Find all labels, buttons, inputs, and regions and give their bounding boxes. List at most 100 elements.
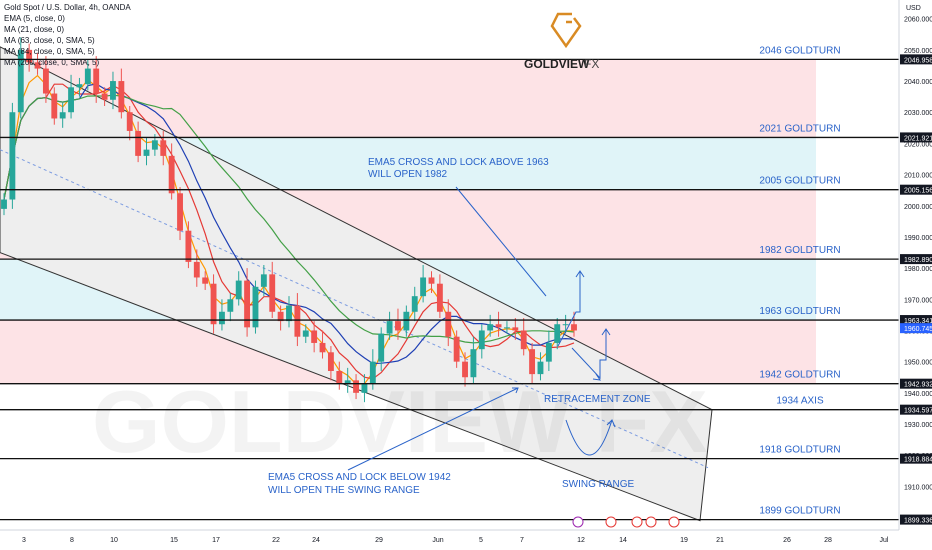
candle-body (411, 296, 418, 312)
level-label: 1963 GOLDTURN (759, 306, 840, 317)
retrace-arrow-head (592, 373, 602, 381)
price-tag-text: 2005.156 (904, 188, 932, 195)
indicator-ma21[interactable]: MA (21, close, 0) (4, 25, 64, 34)
candle-body (210, 283, 217, 325)
price-tick-label: 1980.000 (904, 266, 932, 273)
candle-body (227, 299, 234, 312)
candle-body (286, 305, 292, 322)
indicator-legend[interactable]: Gold Spot / U.S. Dollar, 4h, OANDA EMA (… (4, 3, 131, 67)
candle-body (135, 130, 142, 156)
candle-body (269, 274, 276, 312)
up-arrow-1963 (571, 330, 607, 380)
time-tick-label: 7 (520, 537, 524, 544)
price-tag-bg (900, 453, 932, 464)
candle-body (395, 321, 401, 331)
price-tick-label: 2000.000 (904, 204, 932, 211)
level-label: 1899 GOLDTURN (759, 506, 840, 517)
lower-note-line2: WILL OPEN THE SWING RANGE (268, 485, 420, 496)
time-tick-label: 26 (783, 537, 791, 544)
candle-body (59, 112, 66, 119)
price-axis[interactable]: USD 1900.0001910.0001920.0001930.0001940… (898, 0, 932, 530)
swing-arrowhead (606, 419, 616, 428)
watermark-text: GOLDVIEW FX (92, 372, 708, 471)
candle-body (118, 81, 125, 113)
candle-body (520, 330, 527, 350)
candle-body (537, 361, 544, 375)
upper-note-line1: EMA5 CROSS AND LOCK ABOVE 1963 (368, 157, 549, 168)
candle-body (110, 81, 116, 100)
level-price-tag: 1934.597 (900, 404, 932, 415)
swing-arrow (565, 419, 613, 456)
candle-body (76, 84, 83, 88)
price-tag-bg (900, 315, 932, 326)
price-tag-bg (900, 132, 932, 143)
candle-body (311, 330, 318, 343)
candle-body (336, 371, 343, 384)
level-label: 1982 GOLDTURN (759, 245, 840, 256)
candle-body (51, 93, 58, 119)
price-tag-bg (900, 54, 932, 65)
lightning-event-icon[interactable] (572, 516, 584, 528)
indicator-ema5[interactable]: EMA (5, close, 0) (4, 14, 65, 23)
us-flag-event-icon[interactable] (631, 516, 643, 528)
us-flag-event-icon[interactable] (668, 516, 680, 528)
swing-range-label: SWING RANGE (562, 479, 635, 490)
up-arrow-1963-head (601, 328, 611, 336)
level-label: 1918 GOLDTURN (759, 445, 840, 456)
price-tag-text: 1899.336 (904, 518, 932, 525)
candle-body (84, 68, 91, 85)
descending-channel (0, 46, 713, 522)
indicator-ma200[interactable]: MA (200, close, 0, SMA, 5) (4, 58, 99, 67)
level-lines (0, 58, 899, 521)
candle-body (512, 327, 519, 331)
candle-body (571, 324, 577, 331)
price-tag-bg (900, 514, 932, 525)
price-tick-label: 2020.000 (904, 141, 932, 148)
candle-body (168, 155, 175, 194)
lower-note-arrowhead (512, 387, 519, 394)
candle-body (529, 349, 536, 375)
candle-body (386, 321, 393, 334)
us-flag-event-icon[interactable] (605, 516, 617, 528)
price-tag-text: 2046.958 (904, 57, 932, 64)
time-tick-label: 19 (680, 537, 688, 544)
price-tick-label: 2060.000 (904, 17, 932, 24)
candle-body (353, 380, 359, 393)
level-label: 2021 GOLDTURN (759, 123, 840, 134)
level-price-tag: 2021.921 (900, 132, 932, 143)
candle-body (369, 361, 376, 384)
level-price-tag: 1982.890 (900, 254, 932, 265)
indicator-ma84[interactable]: MA (84, close, 0, SMA, 5) (4, 47, 95, 56)
us-flag-event-icon[interactable] (645, 516, 657, 528)
price-tag-text: 1982.890 (904, 257, 932, 264)
event-markers (572, 516, 680, 528)
lower-note-line1: EMA5 CROSS AND LOCK BELOW 1942 (268, 472, 451, 483)
price-tick-label: 2030.000 (904, 110, 932, 117)
candle-body (453, 336, 460, 362)
price-tick-label: 1950.000 (904, 360, 932, 367)
candle-body (143, 149, 150, 156)
candle-body (436, 283, 443, 312)
candle-body (344, 380, 351, 384)
candle-body (545, 342, 552, 362)
candle-body (17, 49, 24, 113)
time-axis[interactable]: 3 8 10 15 17 22 24 29 Jun 5 7 12 14 19 21 26 28 Jul (0, 516, 932, 550)
annotations: EMA5 CROSS AND LOCK ABOVE 1963 WILL OPEN… (268, 157, 651, 496)
candle-body (487, 324, 494, 331)
candle-body (193, 261, 200, 278)
price-tag-text: 1934.597 (904, 408, 932, 415)
price-tag-bg (900, 378, 932, 389)
brand-logo: GOLDVIEW FX (524, 12, 599, 71)
price-tag-text: 1918.884 (904, 457, 932, 464)
price-tick-label: 1990.000 (904, 235, 932, 242)
candle-body (26, 49, 33, 63)
time-tick-label: 29 (375, 537, 383, 544)
candle-body (101, 93, 108, 100)
candle-body (34, 62, 41, 69)
indicator-ma63[interactable]: MA (63, close, 0, SMA, 5) (4, 36, 95, 45)
candle-body (1, 199, 7, 209)
price-tag-bg (900, 323, 932, 334)
candle-body (260, 274, 267, 287)
price-tag-text: 1942.932 (904, 382, 932, 389)
